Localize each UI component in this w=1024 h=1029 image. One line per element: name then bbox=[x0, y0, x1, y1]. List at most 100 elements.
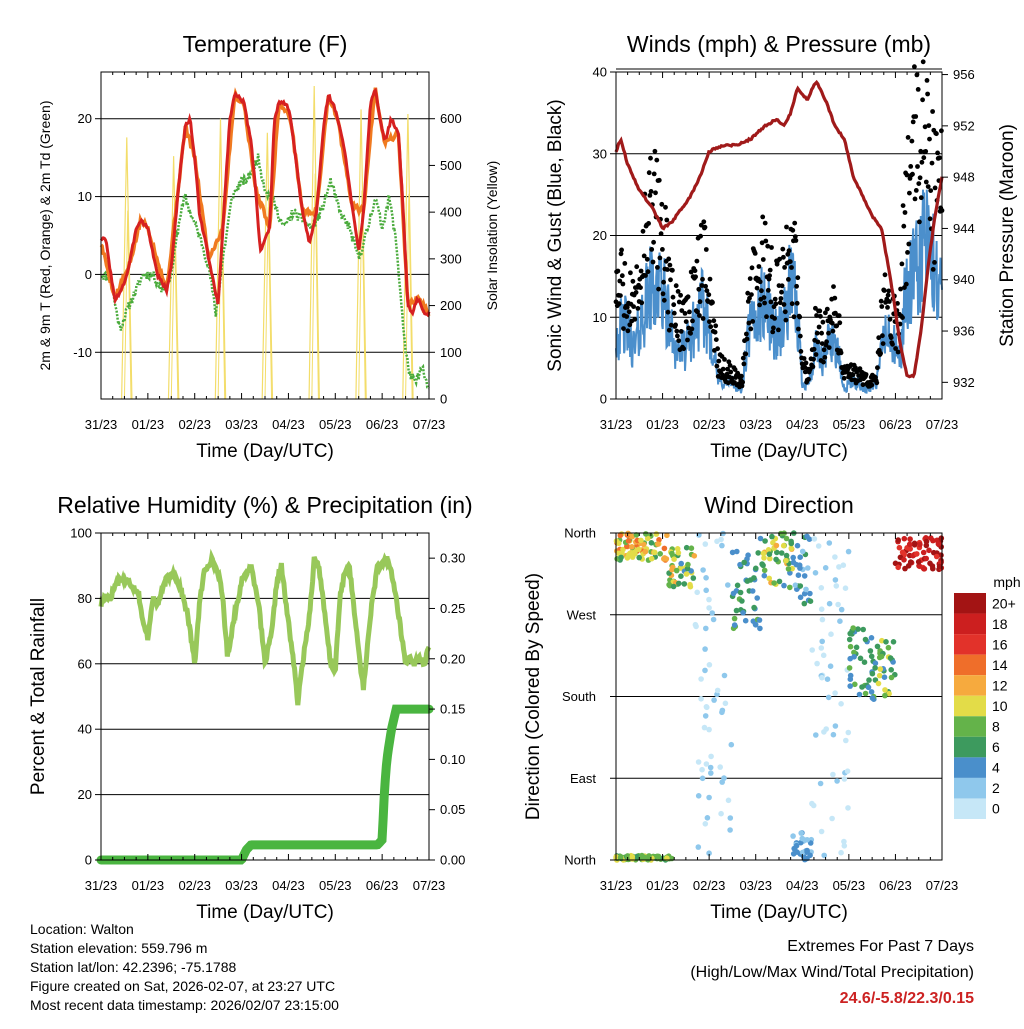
direction-point bbox=[923, 555, 929, 562]
gust-point bbox=[905, 135, 911, 140]
direction-point bbox=[700, 567, 706, 573]
gust-point bbox=[722, 357, 727, 362]
gust-point bbox=[830, 328, 836, 334]
direction-point bbox=[796, 562, 803, 568]
direction-point bbox=[733, 607, 740, 614]
direction-point bbox=[780, 542, 787, 549]
gust-point bbox=[819, 330, 824, 336]
gust-point bbox=[618, 293, 623, 298]
direction-point bbox=[752, 621, 759, 628]
direction-point bbox=[757, 535, 764, 542]
pressure-line bbox=[614, 79, 944, 379]
gust-point bbox=[784, 224, 789, 230]
direction-point bbox=[804, 533, 810, 540]
y2-axis-label: Solar Insolation (Yellow) bbox=[484, 161, 500, 311]
extremes-subtitle: (High/Low/Max Wind/Total Precipitation) bbox=[690, 964, 974, 981]
gust-point bbox=[695, 309, 700, 315]
gust-point bbox=[930, 267, 936, 272]
gust-point bbox=[650, 259, 656, 265]
gust-point bbox=[772, 316, 777, 321]
gust-point bbox=[706, 292, 712, 298]
y2-tick-label: 0.05 bbox=[440, 802, 465, 817]
gust-point bbox=[728, 369, 734, 375]
gust-point bbox=[675, 289, 681, 294]
gust-point bbox=[729, 375, 735, 381]
gust-point bbox=[850, 372, 856, 378]
direction-point bbox=[751, 604, 757, 611]
wind-line bbox=[615, 189, 943, 394]
direction-point bbox=[698, 676, 704, 682]
y2-tick-label: 100 bbox=[440, 345, 462, 360]
direction-point bbox=[785, 566, 792, 572]
gust-point bbox=[656, 177, 662, 183]
gust-point bbox=[918, 195, 924, 201]
direction-point bbox=[636, 546, 642, 553]
x-tick-label: 06/23 bbox=[879, 878, 912, 893]
gust-point bbox=[681, 346, 687, 352]
direction-point bbox=[654, 853, 660, 860]
gust-point bbox=[743, 351, 749, 357]
direction-point bbox=[703, 587, 709, 594]
gust-point bbox=[764, 314, 769, 320]
direction-point bbox=[817, 780, 824, 787]
gust-point bbox=[908, 164, 914, 169]
direction-point bbox=[704, 704, 710, 711]
direction-point bbox=[704, 815, 711, 821]
direction-point bbox=[695, 793, 702, 799]
gust-point bbox=[697, 313, 702, 318]
x-tick-label: 07/23 bbox=[413, 417, 446, 432]
colorbar-swatch bbox=[954, 695, 986, 717]
gust-point bbox=[761, 295, 767, 300]
gust-point bbox=[922, 124, 928, 130]
direction-point bbox=[794, 542, 801, 549]
direction-point bbox=[751, 575, 757, 581]
gust-point bbox=[811, 356, 816, 362]
gust-point bbox=[639, 300, 645, 306]
gust-point bbox=[635, 306, 641, 311]
gust-point bbox=[760, 214, 766, 220]
insolation-spike bbox=[121, 137, 133, 400]
gust-point bbox=[744, 331, 749, 337]
direction-point bbox=[887, 655, 894, 661]
insolation-spike bbox=[217, 197, 226, 400]
colorbar-swatch bbox=[954, 716, 986, 737]
gust-point bbox=[927, 216, 933, 222]
gust-point bbox=[826, 345, 832, 350]
colorbar-swatch bbox=[954, 777, 986, 799]
gust-point bbox=[659, 201, 665, 207]
direction-point bbox=[681, 581, 688, 587]
direction-point bbox=[760, 550, 767, 557]
direction-point bbox=[813, 732, 819, 738]
gust-point bbox=[698, 222, 704, 228]
gust-point bbox=[912, 64, 917, 70]
direction-point bbox=[664, 532, 670, 539]
colorbar-label: 16 bbox=[992, 636, 1008, 652]
gust-point bbox=[793, 238, 799, 243]
direction-point bbox=[842, 585, 849, 591]
direction-point bbox=[670, 583, 677, 590]
direction-point bbox=[915, 559, 922, 565]
direction-point bbox=[882, 687, 888, 693]
direction-point bbox=[905, 563, 912, 569]
humidity-line bbox=[98, 548, 432, 706]
direction-point bbox=[841, 838, 847, 845]
direction-point bbox=[883, 639, 889, 645]
direction-point bbox=[807, 598, 814, 604]
gust-point bbox=[660, 291, 666, 297]
y-tick-label: 20 bbox=[78, 787, 92, 802]
gust-point bbox=[678, 329, 684, 334]
gust-point bbox=[772, 296, 778, 302]
gust-point bbox=[895, 349, 901, 355]
station-info: Location: Walton Station elevation: 559.… bbox=[30, 920, 339, 1015]
gust-point bbox=[643, 273, 648, 278]
direction-point bbox=[862, 690, 869, 697]
gust-point bbox=[748, 326, 754, 332]
gust-point bbox=[934, 131, 939, 137]
direction-point bbox=[708, 770, 714, 776]
gust-point bbox=[661, 279, 666, 285]
direction-point bbox=[783, 535, 790, 542]
x-tick-label: 07/23 bbox=[926, 417, 959, 432]
insolation-spike bbox=[214, 118, 227, 400]
gust-point bbox=[687, 309, 692, 315]
direction-point bbox=[616, 550, 622, 557]
